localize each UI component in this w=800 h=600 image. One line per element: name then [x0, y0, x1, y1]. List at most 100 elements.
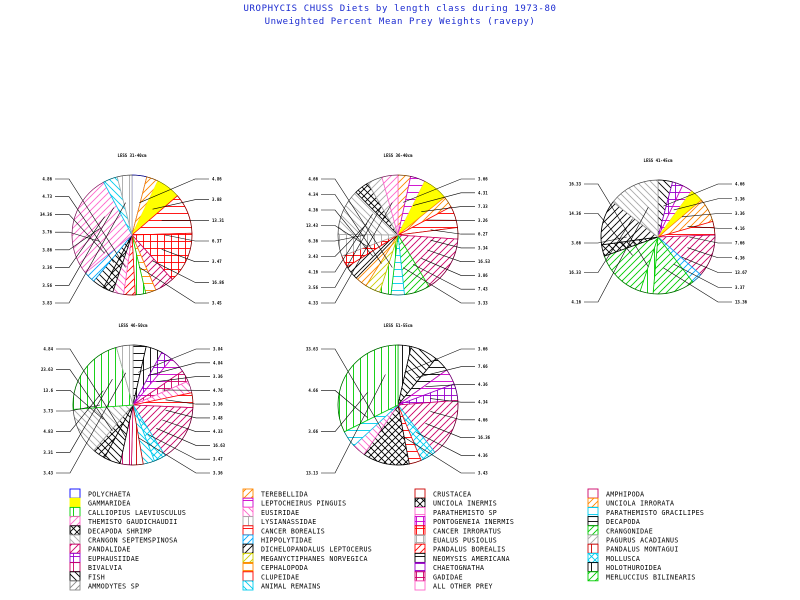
- leader-line: [416, 366, 475, 378]
- legend-swatch: [69, 543, 81, 554]
- legend-swatch: [587, 534, 599, 545]
- leader-line: [663, 267, 732, 303]
- leader-line: [321, 206, 382, 288]
- slice-value-label: 3.66: [571, 241, 581, 246]
- legend-item-crangonidae: CRANGONIDAE: [587, 525, 653, 535]
- leader-line: [139, 178, 209, 204]
- legend-item-parathemisto-gracilipes: PARATHEMISTO GRACILIPES: [587, 506, 704, 517]
- legend-swatch: [414, 552, 426, 563]
- slice-value-label: 3.66: [308, 429, 318, 434]
- legend-item-pandalus-borealis: PANDALUS BOREALIS: [414, 543, 506, 554]
- leader-line: [139, 266, 209, 304]
- legend-label: PAGURUS ACADIANUS: [606, 537, 679, 545]
- leader-line: [321, 202, 393, 304]
- slice-value-label: 6.36: [308, 239, 318, 244]
- leader-line: [321, 194, 382, 264]
- legend-swatch: [242, 571, 254, 582]
- leader-line: [673, 263, 732, 288]
- legend-swatch: [587, 497, 599, 508]
- legend-item-meganyctiphanes-norvegica: MEGANYCTIPHANES NORVEGICA: [242, 552, 367, 563]
- leader-line: [430, 411, 475, 421]
- slice-value-label: 4.86: [42, 177, 52, 182]
- slice-value-label: 3.84: [213, 347, 223, 352]
- slice-value-label: 7.66: [735, 241, 745, 246]
- legend-label: PONTOGENEIA INERMIS: [433, 518, 514, 526]
- legend-label: DECAPODA SHRIMP: [88, 527, 152, 535]
- legend-swatch: [414, 497, 426, 508]
- leader-line: [403, 267, 475, 304]
- leader-line: [164, 234, 209, 242]
- legend-swatch: [242, 506, 254, 517]
- pie-outline: [337, 174, 459, 296]
- slice-value-label: 3.73: [43, 409, 53, 414]
- legend-label: CHAETOGNATHA: [433, 564, 484, 572]
- legend-item-cancer-borealis: CANCER BOREALIS: [242, 525, 325, 535]
- leader-line: [687, 226, 732, 229]
- legend-swatch: [242, 488, 254, 499]
- slice-value-label: 4.33: [308, 301, 318, 306]
- slice-value-label: 4.16: [571, 300, 581, 305]
- legend-item-ammodytes-sp: AMMODYTES SP: [69, 580, 139, 591]
- leader-line: [152, 199, 209, 210]
- legend-label: EUSIRIDAE: [261, 509, 299, 517]
- slice-value-label: 3.76: [42, 230, 52, 235]
- legend-swatch: [414, 571, 426, 582]
- legend-label: EUPHAUSIIDAE: [88, 555, 139, 563]
- legend-label: LEPTOCHEIRUS PINGUIS: [261, 500, 346, 508]
- legend-swatch: [242, 562, 254, 573]
- leader-line: [430, 239, 475, 249]
- legend-item-all-other-prey: ALL OTHER PREY: [414, 580, 492, 591]
- pie-outline: [71, 174, 193, 296]
- slice-value-label: 3.56: [42, 283, 52, 288]
- pie-chart-2: LESS 36-40cm 3.66 4.31 7.33 3.26 6.27 3.34 16.5…: [306, 153, 491, 306]
- slice-value-label: 4.83: [43, 429, 53, 434]
- leader-line: [152, 260, 209, 283]
- leader-line: [403, 178, 475, 203]
- leader-line: [321, 392, 368, 432]
- legend-item-crustacea: CRUSTACEA: [414, 488, 471, 499]
- legend-swatch: [587, 571, 599, 582]
- legend-item-pandalidae: PANDALIDAE: [69, 543, 130, 554]
- slice-value-label: 4.84: [43, 347, 53, 352]
- legend-label: PANDALUS MONTAGUI: [606, 546, 679, 554]
- slice-value-label: 16.33: [569, 270, 582, 275]
- legend-item-crangon-septemspinosa: CRANGON SEPTEMSPINOSA: [69, 534, 177, 545]
- leader-line: [430, 398, 475, 403]
- legend-label: PANDALUS BOREALIS: [433, 546, 506, 554]
- legend-label: CEPHALOPODA: [261, 564, 308, 572]
- legend-item-animal-remains: ANIMAL REMAINS: [242, 580, 320, 591]
- leader-line: [404, 437, 475, 474]
- legend-swatch: [414, 488, 426, 499]
- leader-line: [321, 223, 368, 257]
- slice-value-label: 4.16: [735, 226, 745, 231]
- legend-item-pandalus-montagui: PANDALUS MONTAGUI: [587, 543, 679, 554]
- legend-swatch: [242, 516, 254, 527]
- leader-line: [421, 206, 475, 212]
- pie-title: LESS 36-40cm: [384, 153, 413, 158]
- chart-subtitle: Unweighted Percent Mean Prey Weights (ra…: [264, 17, 536, 27]
- leader-line: [427, 249, 475, 262]
- slice-value-label: 3.37: [735, 285, 745, 290]
- pie-chart-5: LESS 51-55cm 3.66 7.66 4.36 4.34 4.66 16.36 4.3…: [306, 323, 491, 476]
- legend-swatch: [587, 543, 599, 554]
- legend-swatch: [414, 525, 426, 536]
- pie-chart-1: LESS 31-40cm 4.86 3.88 13.31 6.37 3.47 16.86 3.…: [40, 153, 225, 306]
- leader-line: [421, 258, 475, 276]
- legend-label: POLYCHAETA: [88, 491, 131, 499]
- leader-line: [321, 209, 373, 257]
- slice-value-label: 3.66: [478, 177, 488, 182]
- legend-swatch: [69, 580, 81, 591]
- legend-item-clupeidae: CLUPEIDAE: [242, 571, 299, 582]
- legend-swatch: [587, 552, 599, 563]
- legend-swatch: [69, 534, 81, 545]
- pie-charts-group: LESS 31-40cm 4.86 3.88 13.31 6.37 3.47 16.86 3.…: [40, 153, 748, 476]
- slice-value-label: 4.76: [213, 388, 223, 393]
- leader-line: [162, 419, 210, 432]
- leader-line: [416, 432, 475, 456]
- legend-item-leptocheirus-pinguis: LEPTOCHEIRUS PINGUIS: [242, 497, 346, 508]
- legend-swatch: [414, 506, 426, 517]
- leader-line: [584, 207, 649, 303]
- slice-value-label: 3.36: [213, 374, 223, 379]
- slice-value-label: 4.36: [735, 255, 745, 260]
- legend-label: CANCER IRRORATUS: [433, 527, 501, 535]
